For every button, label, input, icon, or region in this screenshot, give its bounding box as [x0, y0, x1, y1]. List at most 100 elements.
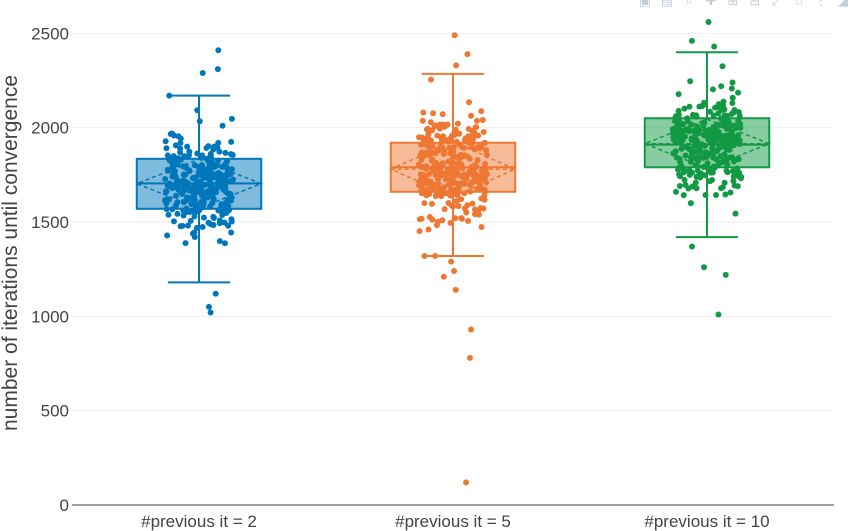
outlier-point [464, 51, 471, 58]
data-point [476, 180, 483, 187]
data-point [228, 218, 235, 225]
zoom-icon[interactable]: ⌕ [685, 0, 693, 8]
data-point [205, 143, 212, 150]
data-point [673, 154, 680, 161]
zoom-in-icon[interactable]: ⊞ [727, 0, 739, 8]
data-point [432, 122, 439, 129]
data-point [680, 121, 687, 128]
data-point [450, 152, 457, 159]
pan-icon[interactable]: ✚ [705, 0, 717, 8]
data-point [459, 165, 466, 172]
data-point [420, 164, 427, 171]
data-point [180, 180, 187, 187]
data-point [228, 166, 235, 173]
zoom-out-icon[interactable]: ⊟ [749, 0, 761, 8]
data-point [210, 195, 217, 202]
data-point [162, 138, 169, 145]
data-point [712, 191, 719, 198]
data-point [441, 206, 448, 213]
data-point [717, 115, 724, 122]
data-point [735, 156, 742, 163]
data-point [729, 99, 736, 106]
data-point [223, 209, 230, 216]
data-point [170, 218, 177, 225]
data-point [454, 192, 461, 199]
outlier-point [215, 47, 222, 54]
data-point [173, 158, 180, 165]
data-point [421, 252, 428, 259]
data-point [452, 215, 459, 222]
outlier-point [463, 479, 470, 486]
data-point [424, 134, 431, 141]
y-tick-labels: 0 500 1000 1500 2000 2500 [31, 24, 69, 515]
data-point [220, 186, 227, 193]
data-point [418, 171, 425, 178]
spike-icon[interactable]: ⋮ [814, 0, 828, 8]
data-point [439, 161, 446, 168]
data-point [721, 106, 728, 113]
x-tick-label: #previous it = 2 [141, 512, 257, 531]
data-point [173, 176, 180, 183]
data-point [728, 111, 735, 118]
data-point [688, 150, 695, 157]
data-point [468, 144, 475, 151]
y-tick-label: 2500 [31, 24, 69, 43]
data-point [415, 134, 422, 141]
data-point [448, 159, 455, 166]
data-point [686, 167, 693, 174]
data-point [483, 179, 490, 186]
data-point [458, 215, 465, 222]
data-point [670, 130, 677, 137]
data-point [734, 165, 741, 172]
data-point [719, 184, 726, 191]
outlier-point [451, 32, 458, 39]
outlier-point [214, 66, 221, 73]
data-point [478, 167, 485, 174]
data-point [440, 121, 447, 128]
data-point [686, 171, 693, 178]
data-point [723, 132, 730, 139]
data-point [216, 148, 223, 155]
save-icon[interactable]: ▤ [660, 0, 674, 8]
data-point [454, 120, 461, 127]
data-point [702, 149, 709, 156]
outlier-point [722, 271, 729, 278]
hover-icon[interactable]: ◢ [838, 0, 848, 8]
data-point [433, 146, 440, 153]
data-point [676, 171, 683, 178]
data-point [180, 212, 187, 219]
points-3 [669, 19, 745, 318]
data-point [712, 128, 719, 135]
modebar: ▣ ▤ ⌕ ✚ ⊞ ⊟ ⤢ ⌂ ⋮ ◢ [638, 0, 850, 8]
camera-icon[interactable]: ▣ [638, 0, 652, 8]
autoscale-icon[interactable]: ⤢ [771, 0, 783, 8]
data-point [463, 209, 470, 216]
data-point [446, 138, 453, 145]
data-point [184, 143, 191, 150]
data-point [704, 128, 711, 135]
data-point [178, 189, 185, 196]
data-point [426, 213, 433, 220]
data-point [688, 121, 695, 128]
data-point [469, 200, 476, 207]
data-point [189, 230, 196, 237]
data-point [195, 203, 202, 210]
data-point [719, 63, 726, 70]
data-point [164, 152, 171, 159]
data-point [475, 132, 482, 139]
data-point [177, 139, 184, 146]
data-point [693, 173, 700, 180]
data-point [449, 132, 456, 139]
x-tick-label: #previous it = 10 [644, 512, 769, 531]
data-point [692, 162, 699, 169]
outlier-point [440, 273, 447, 280]
outlier-point [468, 326, 475, 333]
data-point [708, 177, 715, 184]
outlier-point [207, 309, 214, 316]
home-icon[interactable]: ⌂ [795, 0, 803, 8]
data-point [418, 187, 425, 194]
data-point [228, 115, 235, 122]
y-tick-label: 0 [60, 496, 69, 515]
data-point [416, 182, 423, 189]
data-point [225, 222, 232, 229]
